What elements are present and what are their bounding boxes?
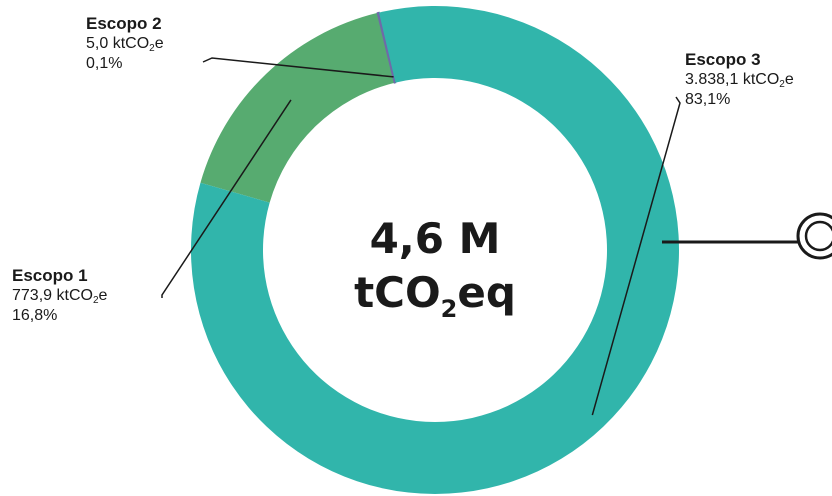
leader-line-escopo-3 <box>591 96 681 416</box>
expand-handle-outer-icon[interactable] <box>796 212 832 260</box>
expand-handle-inner-icon <box>804 220 832 252</box>
donut-slice-escopo-2[interactable] <box>376 11 397 84</box>
slice-percent: 16,8% <box>12 307 58 324</box>
slice-percent: 83,1% <box>685 91 731 108</box>
slice-name: Escopo 3 <box>685 50 761 69</box>
slice-label-escopo-2: Escopo 2 5,0 ktCO2e 0,1% <box>86 14 164 74</box>
slice-value: 3.838,1 ktCO2e <box>685 71 794 90</box>
donut-slice-escopo-3[interactable] <box>190 5 680 494</box>
slice-percent: 0,1% <box>86 55 123 72</box>
slice-value: 773,9 ktCO2e <box>12 287 108 306</box>
slice-label-escopo-3: Escopo 3 3.838,1 ktCO2e 83,1% <box>685 50 794 110</box>
center-total: 4,6 M tCO2eq <box>335 212 535 323</box>
donut-slice-escopo-1[interactable] <box>200 12 395 203</box>
center-total-value: 4,6 M <box>369 214 501 263</box>
slice-value: 5,0 ktCO2e <box>86 35 164 54</box>
leader-line-escopo-2 <box>202 57 394 78</box>
slice-name: Escopo 1 <box>12 266 88 285</box>
slice-name: Escopo 2 <box>86 14 162 33</box>
slice-label-escopo-1: Escopo 1 773,9 ktCO2e 16,8% <box>12 266 107 326</box>
leader-line-escopo-1 <box>161 99 292 298</box>
center-total-unit: tCO2eq <box>354 268 516 323</box>
